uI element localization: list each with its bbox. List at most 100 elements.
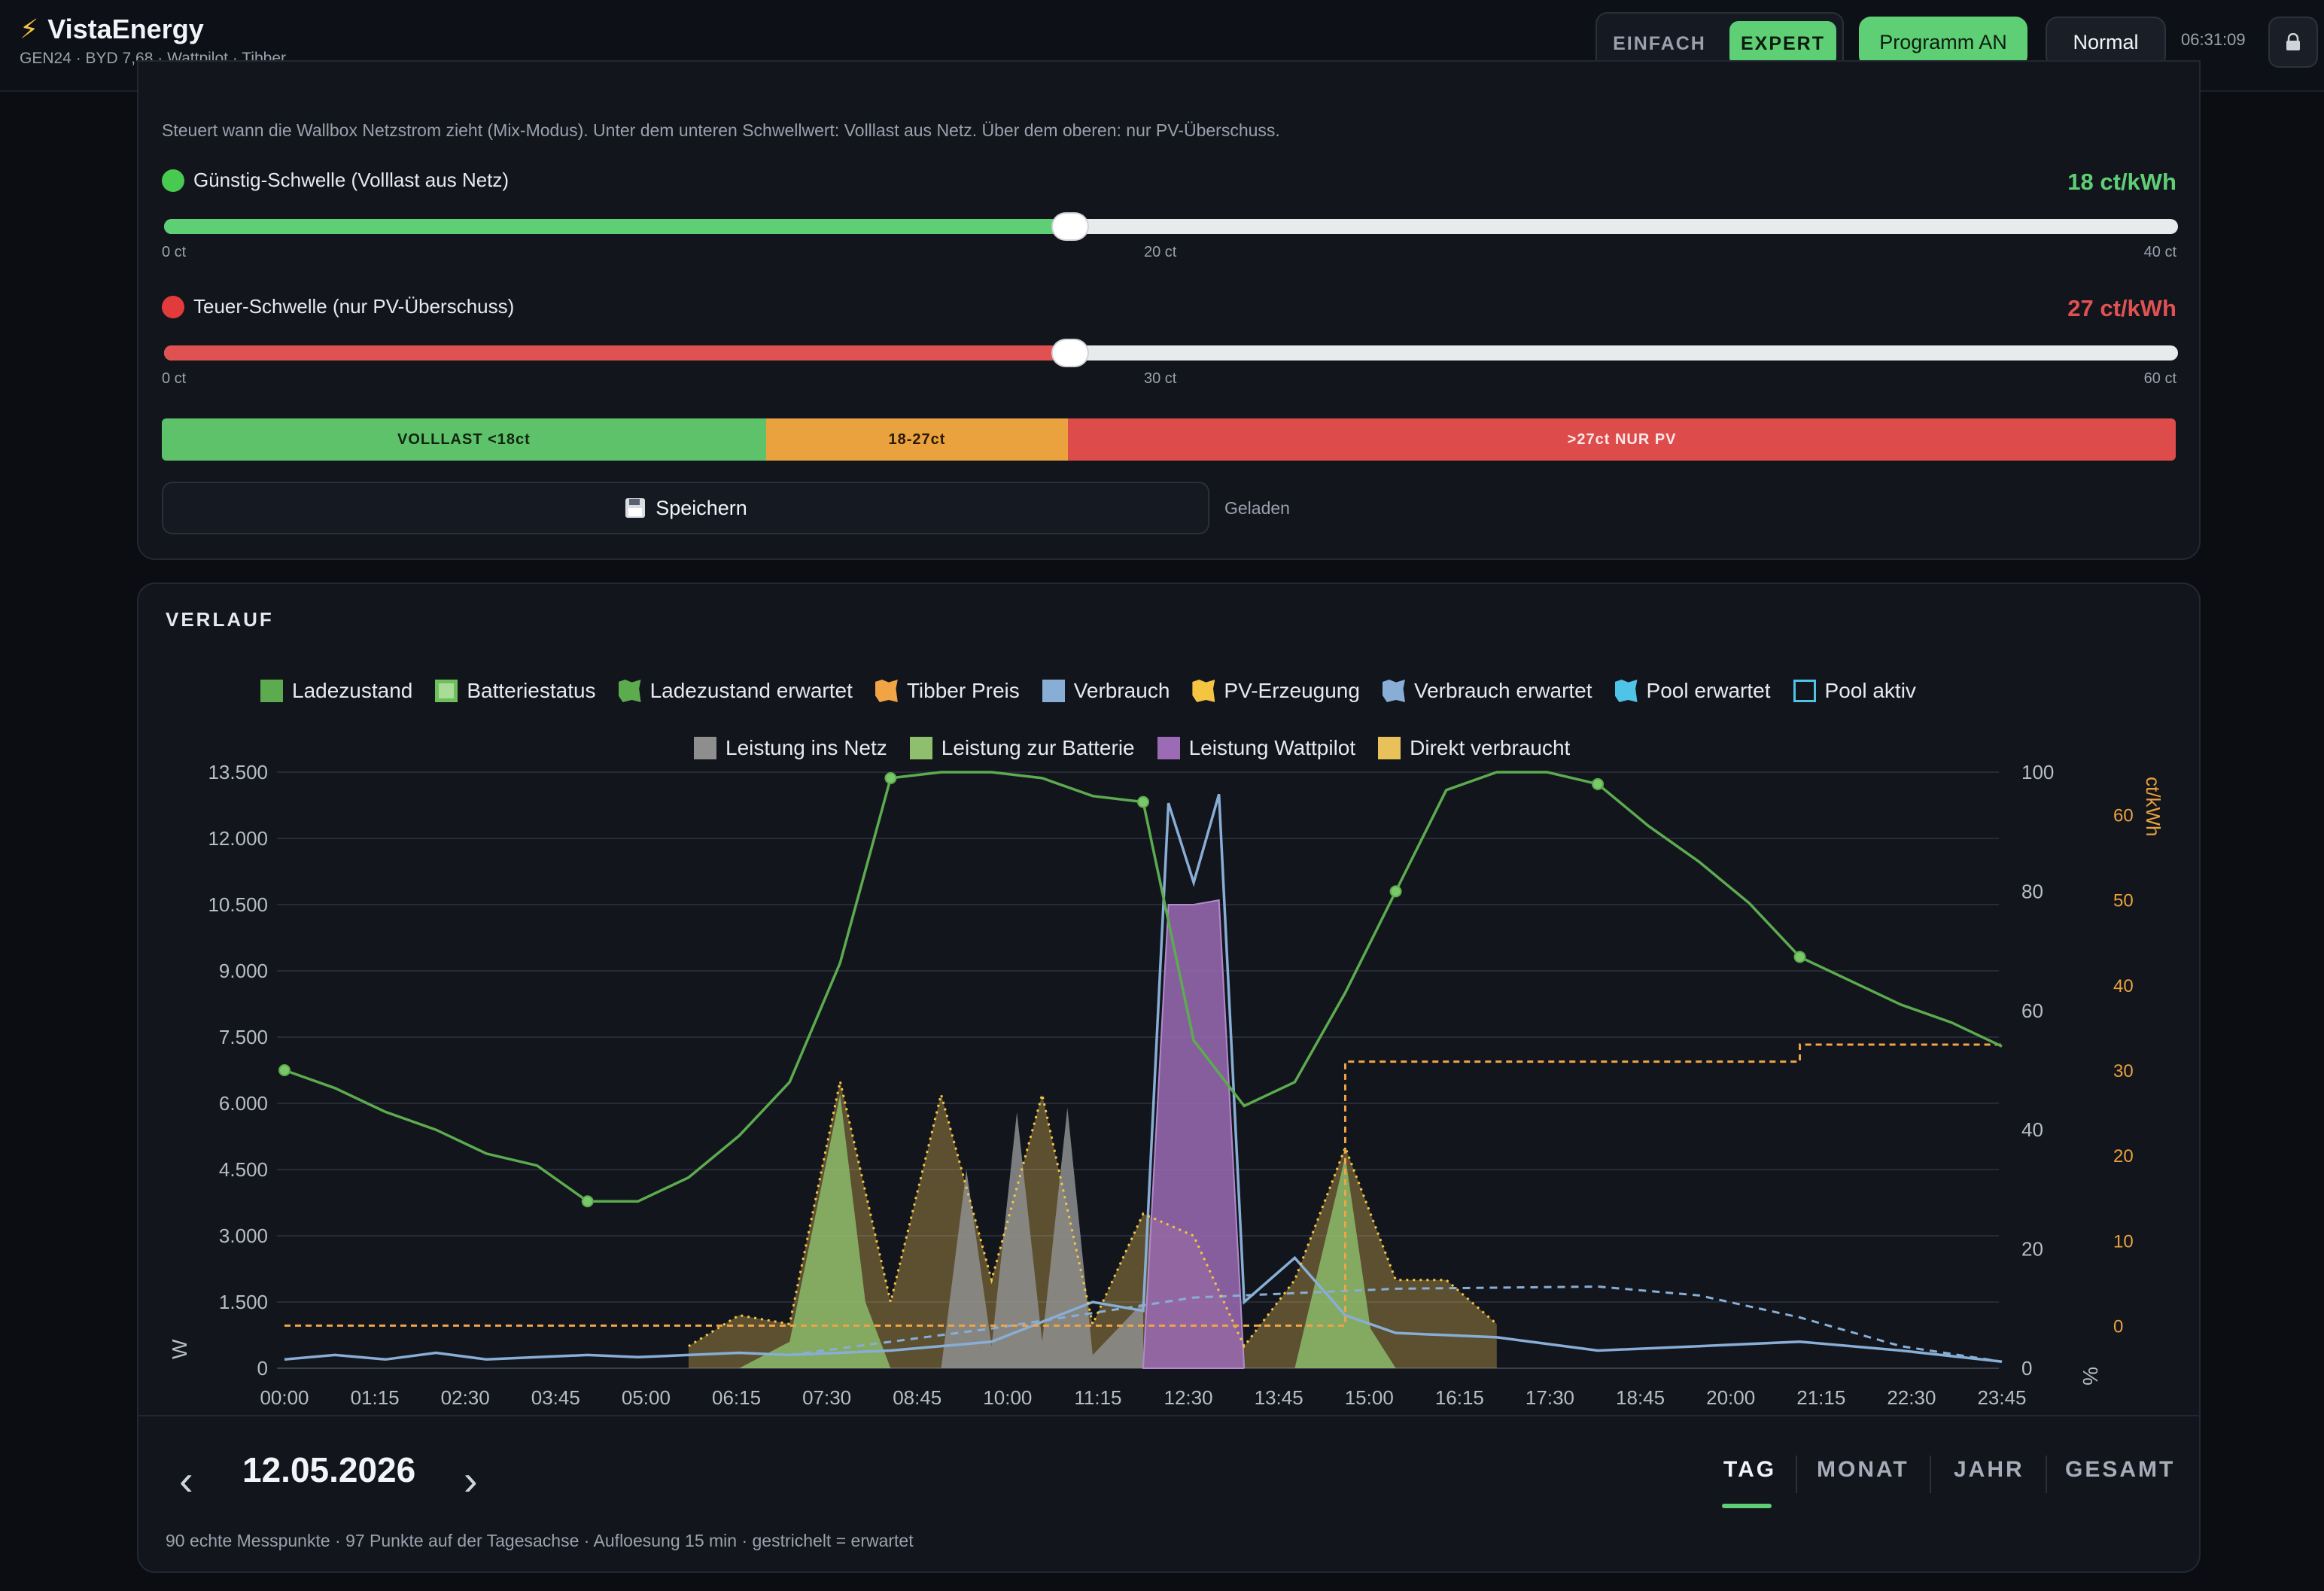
cheap-tick-mid: 20 ct [1144,244,1177,260]
legend-item[interactable]: Direkt verbraucht [1378,736,1570,760]
cheap-tick-min: 0 ct [162,244,187,260]
x-tick-label: 16:15 [1435,1386,1484,1409]
x-tick-label: 00:00 [260,1386,309,1409]
y-right-tick-label: 100 [2021,761,2054,783]
legend-item[interactable]: Tibber Preis [875,679,1020,703]
cheap-threshold-slider[interactable] [164,214,2178,239]
legend-swatch [1042,680,1065,702]
tibber-price-line [284,1043,2002,1327]
floppy-disk-icon [625,498,646,518]
x-tick-label: 05:00 [622,1386,671,1409]
x-tick-label: 01:15 [351,1386,400,1409]
tab-total[interactable]: GESAMT [2065,1457,2176,1482]
state-of-charge-line [284,771,2003,1203]
expensive-tick-max: 60 ct [2143,370,2176,387]
tab-separator [1796,1456,1797,1493]
legend-item[interactable]: Leistung Wattpilot [1157,736,1356,760]
legend-swatch [909,737,932,759]
y-tick-label: 9.000 [219,960,268,982]
chart-legend-row1: Ladezustand Batteriestatus Ladezustand e… [260,679,1916,703]
legend-item[interactable]: Ladezustand [260,679,412,703]
expensive-threshold-slider[interactable] [164,340,2178,366]
legend-label: Leistung ins Netz [725,736,887,759]
legend-label: Tibber Preis [906,679,1020,702]
y-tick-label: 7.500 [219,1026,268,1048]
program-on-button[interactable]: Programm AN [1859,17,2027,68]
legend-label: Leistung Wattpilot [1188,736,1356,759]
legend-swatch [435,680,458,702]
x-tick-label: 18:45 [1616,1386,1665,1409]
x-tick-label: 20:00 [1706,1386,1755,1409]
expensive-tick-mid: 30 ct [1144,370,1177,387]
tab-year[interactable]: JAHR [1954,1457,2024,1482]
legend-label: Verbrauch [1073,679,1170,702]
expensive-threshold-text: Teuer-Schwelle (nur PV-Überschuss) [193,295,515,318]
expensive-threshold-value: 27 ct/kWh [2067,295,2176,321]
x-tick-label: 21:15 [1796,1386,1845,1409]
expensive-slider-thumb[interactable] [1053,340,1088,366]
chart-legend-row2: Leistung ins Netz Leistung zur Batterie … [694,736,1570,760]
tab-month[interactable]: MONAT [1817,1457,1909,1482]
price-tick-label: 60 [2113,806,2134,826]
soc-marker [1793,951,1806,963]
x-tick-label: 07:30 [802,1386,851,1409]
legend-label: Direkt verbraucht [1410,736,1571,759]
save-button-label: Speichern [656,496,747,519]
legend-swatch [1793,680,1816,702]
expensive-tick-min: 0 ct [162,370,187,387]
legend-swatch [1192,680,1215,702]
zone-mixed: 18-27ct [765,418,1069,461]
legend-item[interactable]: Pool aktiv [1793,679,1916,703]
cheap-slider-thumb[interactable] [1053,214,1088,239]
legend-label: Leistung zur Batterie [941,736,1135,759]
green-circle-icon [162,169,184,192]
normal-mode-button[interactable]: Normal [2046,17,2166,68]
consumption-line [284,793,2003,1363]
tab-day[interactable]: TAG [1723,1457,1777,1482]
zone-full-load: VOLLLAST <18ct [162,418,766,461]
clock: 06:31:09 [2181,30,2246,49]
previous-day-button[interactable]: ‹ [179,1456,193,1504]
y-tick-label: 6.000 [219,1092,268,1115]
legend-item[interactable]: Batteriestatus [435,679,596,703]
soc-marker [581,1195,594,1208]
y-tick-label: 3.000 [219,1224,268,1247]
wallbox-price-card [137,60,2201,560]
y-right-tick-label: 60 [2021,999,2043,1022]
save-button[interactable]: Speichern [162,482,1209,534]
legend-item[interactable]: Leistung ins Netz [694,736,887,760]
legend-label: Verbrauch erwartet [1413,679,1592,702]
legend-swatch [694,737,716,759]
mode-simple-button[interactable]: EINFACH [1613,32,1706,54]
expensive-threshold-label: Teuer-Schwelle (nur PV-Überschuss) [162,295,514,318]
lock-button[interactable] [2268,17,2318,68]
next-day-button[interactable]: › [464,1456,478,1504]
legend-swatch [875,680,898,702]
cheap-threshold-text: Günstig-Schwelle (Volllast aus Netz) [193,169,510,191]
y-axis-label-watt: W [168,1339,191,1359]
legend-label: Batteriestatus [467,679,596,702]
x-tick-label: 12:30 [1164,1386,1213,1409]
mode-expert-button[interactable]: EXPERT [1729,21,1836,66]
lock-icon [2286,33,2300,50]
y-tick-label: 4.500 [219,1158,268,1181]
legend-item[interactable]: Ladezustand erwartet [618,679,853,703]
expensive-slider-fill [164,345,1071,360]
x-tick-label: 13:45 [1255,1386,1303,1409]
legend-item[interactable]: Pool erwartet [1614,679,1771,703]
selected-date: 12.05.2026 [242,1450,416,1489]
cheap-slider-fill [164,219,1071,234]
y-tick-label: 10.500 [208,893,268,916]
legend-item[interactable]: Verbrauch erwartet [1382,679,1592,703]
price-tick-label: 50 [2113,891,2134,911]
legend-item[interactable]: Leistung zur Batterie [909,736,1135,760]
legend-swatch [1614,680,1638,702]
x-tick-label: 15:00 [1345,1386,1394,1409]
legend-item[interactable]: Verbrauch [1042,679,1170,703]
legend-swatch [1378,737,1401,759]
y-tick-label: 12.000 [208,827,268,850]
y-tick-label: 0 [257,1357,268,1380]
legend-item[interactable]: PV-Erzeugung [1192,679,1360,703]
y-right-tick-label: 80 [2021,880,2043,902]
